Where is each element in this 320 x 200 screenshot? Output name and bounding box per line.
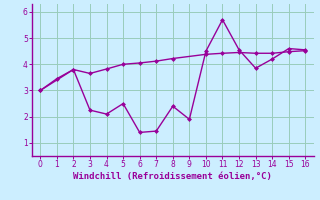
X-axis label: Windchill (Refroidissement éolien,°C): Windchill (Refroidissement éolien,°C)	[73, 172, 272, 181]
